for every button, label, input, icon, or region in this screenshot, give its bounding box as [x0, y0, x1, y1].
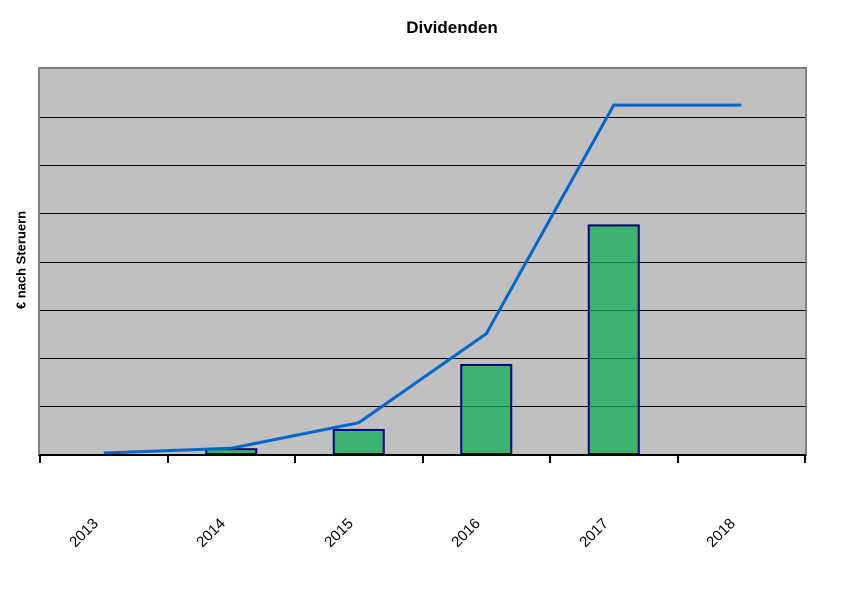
x-label-2017: 2017 [575, 515, 612, 551]
x-axis-tick [39, 456, 41, 463]
plot-area [38, 67, 807, 456]
x-axis-tick [804, 456, 806, 463]
x-axis-tick [421, 456, 424, 463]
x-axis-tick [294, 456, 296, 463]
bar-2014 [206, 449, 257, 454]
bar-border-2017 [587, 224, 640, 454]
x-label-2015: 2015 [320, 515, 357, 551]
bar-2016 [461, 364, 512, 454]
x-axis-tick [676, 456, 679, 463]
bar-2017 [588, 225, 639, 454]
y-axis-label: € nach Steruern [13, 210, 29, 310]
x-axis-tick [166, 456, 169, 463]
plot-canvas [40, 103, 805, 454]
x-label-2013: 2013 [65, 515, 102, 551]
x-label-2014: 2014 [193, 515, 230, 551]
x-axis-tick [549, 456, 551, 463]
cumulative-line [103, 103, 742, 454]
bar-border-2015 [332, 428, 385, 454]
chart-title: Dividenden [406, 18, 498, 37]
bar-2015 [333, 429, 384, 454]
x-label-2018: 2018 [703, 515, 740, 551]
x-label-2016: 2016 [448, 515, 485, 551]
bar-border-2016 [460, 363, 513, 454]
